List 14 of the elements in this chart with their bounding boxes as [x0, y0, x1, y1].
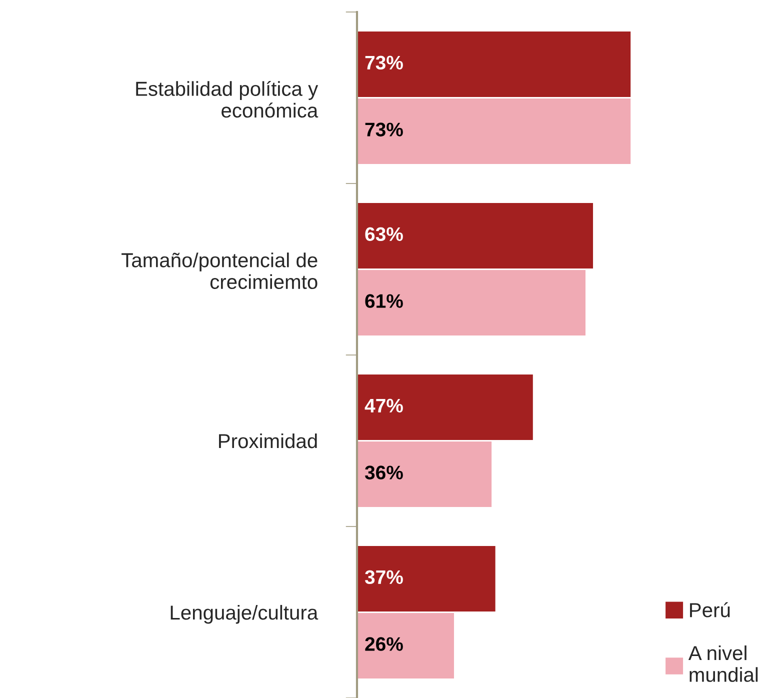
y-tick-label: Lenguaje/cultura — [170, 604, 318, 624]
data-label: 73% — [365, 122, 403, 136]
data-label: 61% — [365, 294, 403, 308]
legend-label: A nivel mundial — [688, 645, 758, 682]
data-label: 26% — [365, 637, 403, 651]
data-label: 73% — [365, 56, 403, 70]
y-tick-label: Tamaño/pontencial de crecimiemto — [122, 252, 318, 290]
data-label: 37% — [364, 570, 403, 584]
y-tick-label: Proximidad — [219, 433, 317, 448]
data-label: 47% — [364, 398, 403, 412]
legend-label: Perú — [690, 602, 730, 618]
data-label: 63% — [365, 227, 403, 242]
y-tick-label: Estabilidad política y económica — [136, 80, 318, 118]
data-label: 36% — [364, 466, 403, 480]
